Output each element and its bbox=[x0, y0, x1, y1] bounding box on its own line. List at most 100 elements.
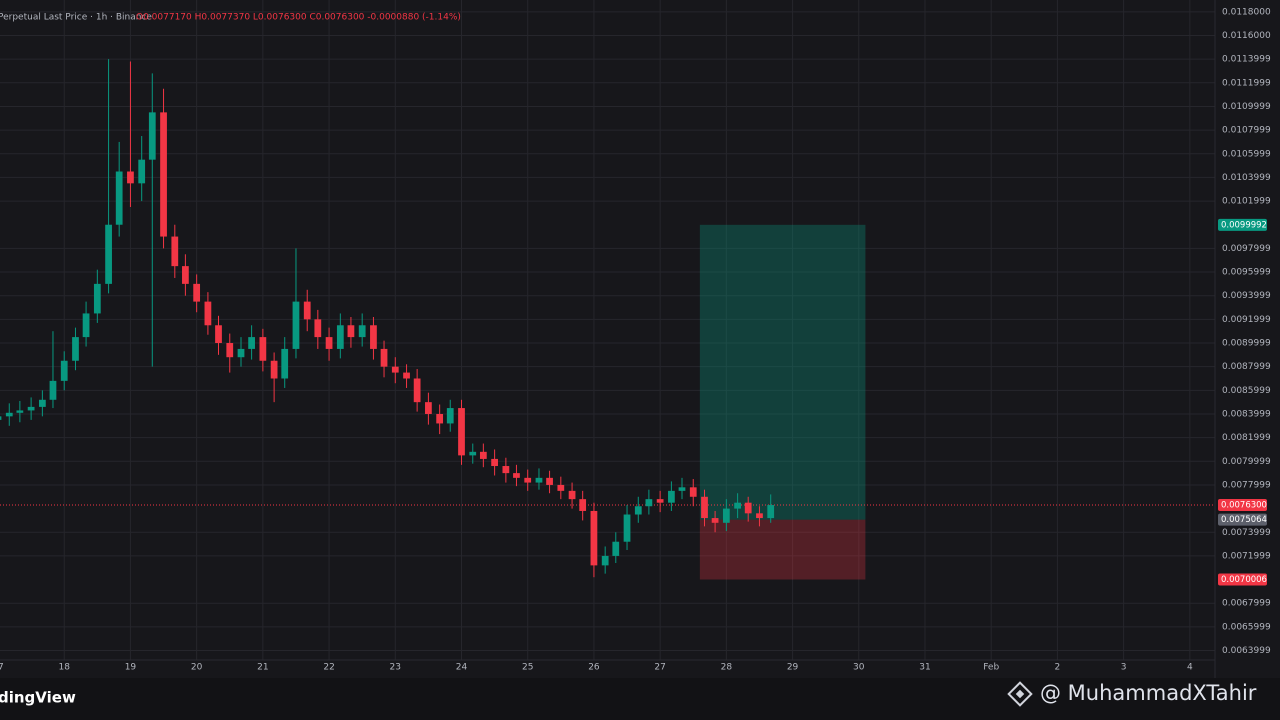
candle-body bbox=[524, 477, 532, 483]
position-tool bbox=[0, 224, 1215, 580]
candle-body bbox=[281, 348, 289, 379]
candle-body bbox=[469, 451, 477, 456]
candle-body bbox=[93, 283, 101, 314]
x-tick-label: 24 bbox=[456, 663, 468, 673]
candle-body bbox=[557, 484, 565, 491]
x-tick-label: 21 bbox=[257, 663, 268, 673]
candle-body bbox=[204, 301, 212, 326]
footer-bar bbox=[0, 678, 1280, 720]
candles bbox=[0, 59, 775, 578]
candle-body bbox=[689, 487, 697, 497]
candle-body bbox=[634, 506, 642, 515]
y-tick-label: 0.0116000 bbox=[1222, 31, 1271, 41]
candle-body bbox=[358, 325, 366, 338]
candle-body bbox=[413, 378, 421, 403]
price-badge-bg bbox=[1218, 499, 1267, 512]
candle-body bbox=[458, 408, 465, 456]
candle-body bbox=[49, 380, 57, 400]
x-tick-label: 18 bbox=[58, 663, 70, 673]
loss-zone bbox=[699, 519, 866, 580]
candle-body bbox=[645, 499, 653, 507]
candle-body bbox=[701, 496, 708, 519]
candle-body bbox=[656, 499, 664, 503]
x-tick-label: 29 bbox=[787, 663, 799, 673]
candle-body bbox=[579, 499, 587, 511]
candle-body bbox=[446, 408, 454, 424]
watermark: @ MuhammadXTahir bbox=[1040, 681, 1257, 705]
y-tick-label: 0.0105999 bbox=[1222, 149, 1271, 159]
candle-body bbox=[756, 513, 763, 519]
candle-body bbox=[767, 505, 775, 519]
y-tick-label: 0.0067999 bbox=[1222, 599, 1271, 609]
candle-body bbox=[270, 360, 278, 379]
candle-body bbox=[27, 406, 35, 411]
stop-badge: 0.0070006 bbox=[1221, 575, 1267, 585]
candle-body bbox=[535, 477, 543, 483]
candle-body bbox=[259, 337, 267, 361]
candle-body bbox=[479, 451, 487, 459]
candle-body bbox=[248, 337, 255, 349]
price-badge: 0.0076300 bbox=[1221, 501, 1267, 511]
y-tick-label: 0.0089999 bbox=[1222, 339, 1271, 349]
candle-body bbox=[325, 337, 333, 349]
candle-body bbox=[148, 112, 156, 160]
entry-badge-bg bbox=[1218, 513, 1267, 526]
x-tick-label: 31 bbox=[919, 663, 930, 673]
target-badge: 0.0099992 bbox=[1221, 220, 1267, 230]
stop-badge-bg bbox=[1218, 573, 1267, 586]
candle-body bbox=[612, 541, 620, 556]
candle-body bbox=[513, 473, 520, 478]
candle-body bbox=[72, 337, 79, 361]
axes: 0.0118000 0.0116000 0.0113999 0.0111999 0.01… bbox=[0, 7, 1271, 672]
brand: dingView bbox=[0, 689, 76, 707]
grid bbox=[0, 0, 1215, 660]
x-tick-label: 25 bbox=[522, 663, 533, 673]
candle-body bbox=[734, 502, 741, 509]
target-badge-bg bbox=[1218, 218, 1267, 231]
candle-body bbox=[226, 343, 234, 358]
candle-body bbox=[60, 360, 68, 381]
x-tick-label: 30 bbox=[853, 663, 865, 673]
x-tick-label: 17 bbox=[0, 663, 4, 673]
x-tick-label: Feb bbox=[983, 663, 999, 673]
candle-body bbox=[38, 399, 46, 407]
y-tick-label: 0.0073999 bbox=[1222, 528, 1271, 538]
y-tick-label: 0.0085999 bbox=[1222, 386, 1271, 396]
y-tick-label: 0.0101999 bbox=[1222, 197, 1271, 207]
candle-body bbox=[380, 348, 388, 367]
candle-body bbox=[193, 283, 201, 302]
y-tick-label: 0.0107999 bbox=[1222, 126, 1271, 136]
candle-body bbox=[215, 325, 222, 344]
x-tick-label: 19 bbox=[125, 663, 137, 673]
candle-body bbox=[436, 413, 444, 424]
candle-body bbox=[391, 366, 399, 373]
y-tick-label: 0.0083999 bbox=[1222, 409, 1271, 419]
x-tick-label: 3 bbox=[1121, 663, 1127, 673]
y-tick-label: 0.0079999 bbox=[1222, 457, 1271, 467]
candle-body bbox=[160, 112, 167, 237]
candle-body bbox=[0, 416, 2, 420]
candle-body bbox=[171, 236, 179, 267]
x-tick-label: 26 bbox=[588, 663, 600, 673]
y-tick-label: 0.0091999 bbox=[1222, 315, 1271, 325]
x-tick-label: 4 bbox=[1187, 663, 1193, 673]
y-tick-label: 0.0111999 bbox=[1222, 78, 1271, 88]
profit-zone bbox=[699, 224, 866, 520]
y-tick-label: 0.0095999 bbox=[1222, 268, 1271, 278]
x-tick-label: 20 bbox=[191, 663, 203, 673]
x-tick-label: 27 bbox=[654, 663, 665, 673]
candle-body bbox=[292, 301, 300, 349]
candle-body bbox=[425, 402, 432, 414]
y-tick-label: 0.0097999 bbox=[1222, 244, 1271, 254]
candle-body bbox=[138, 159, 146, 184]
candle-body bbox=[105, 224, 112, 284]
candle-body bbox=[568, 490, 576, 500]
candle-body bbox=[237, 348, 245, 358]
x-tick-label: 22 bbox=[323, 663, 334, 673]
candle-body bbox=[347, 325, 355, 338]
y-tick-label: 0.0103999 bbox=[1222, 173, 1271, 183]
chart-title: Perpetual Last Price · 1h · Binance bbox=[0, 13, 152, 23]
candle-body bbox=[546, 477, 553, 485]
candle-body bbox=[182, 266, 189, 284]
